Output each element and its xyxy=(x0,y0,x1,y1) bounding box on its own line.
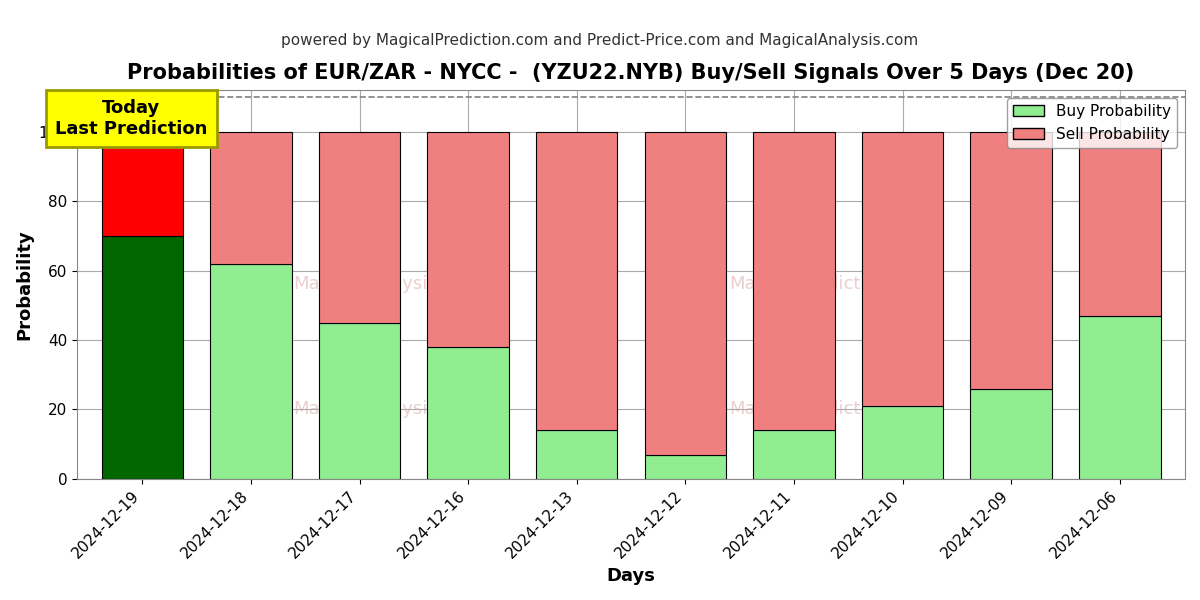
Text: MagicalPrediction.com: MagicalPrediction.com xyxy=(728,275,932,293)
Bar xyxy=(754,430,835,479)
X-axis label: Days: Days xyxy=(607,567,655,585)
Text: MagicalPrediction.com: MagicalPrediction.com xyxy=(728,400,932,418)
Bar xyxy=(971,132,1052,389)
Bar xyxy=(862,132,943,406)
Bar xyxy=(971,389,1052,479)
Bar xyxy=(210,132,292,263)
Bar xyxy=(319,132,401,323)
Text: powered by MagicalPrediction.com and Predict-Price.com and MagicalAnalysis.com: powered by MagicalPrediction.com and Pre… xyxy=(281,33,919,48)
Text: MagicalAnalysis.com: MagicalAnalysis.com xyxy=(294,275,481,293)
Legend: Buy Probability, Sell Probability: Buy Probability, Sell Probability xyxy=(1007,98,1177,148)
Title: Probabilities of EUR/ZAR - NYCC -  (YZU22.NYB) Buy/Sell Signals Over 5 Days (Dec: Probabilities of EUR/ZAR - NYCC - (YZU22… xyxy=(127,63,1135,83)
Bar xyxy=(536,132,618,430)
Bar xyxy=(102,132,184,236)
Bar xyxy=(536,430,618,479)
Bar xyxy=(1079,316,1160,479)
Bar xyxy=(644,132,726,455)
Bar xyxy=(862,406,943,479)
Text: MagicalAnalysis.com: MagicalAnalysis.com xyxy=(294,400,481,418)
Y-axis label: Probability: Probability xyxy=(14,229,32,340)
Bar xyxy=(427,132,509,347)
Bar xyxy=(102,236,184,479)
Bar xyxy=(319,323,401,479)
Text: Today
Last Prediction: Today Last Prediction xyxy=(55,99,208,137)
Bar xyxy=(1079,132,1160,316)
Bar xyxy=(644,455,726,479)
Bar xyxy=(754,132,835,430)
Bar xyxy=(210,263,292,479)
Bar xyxy=(427,347,509,479)
